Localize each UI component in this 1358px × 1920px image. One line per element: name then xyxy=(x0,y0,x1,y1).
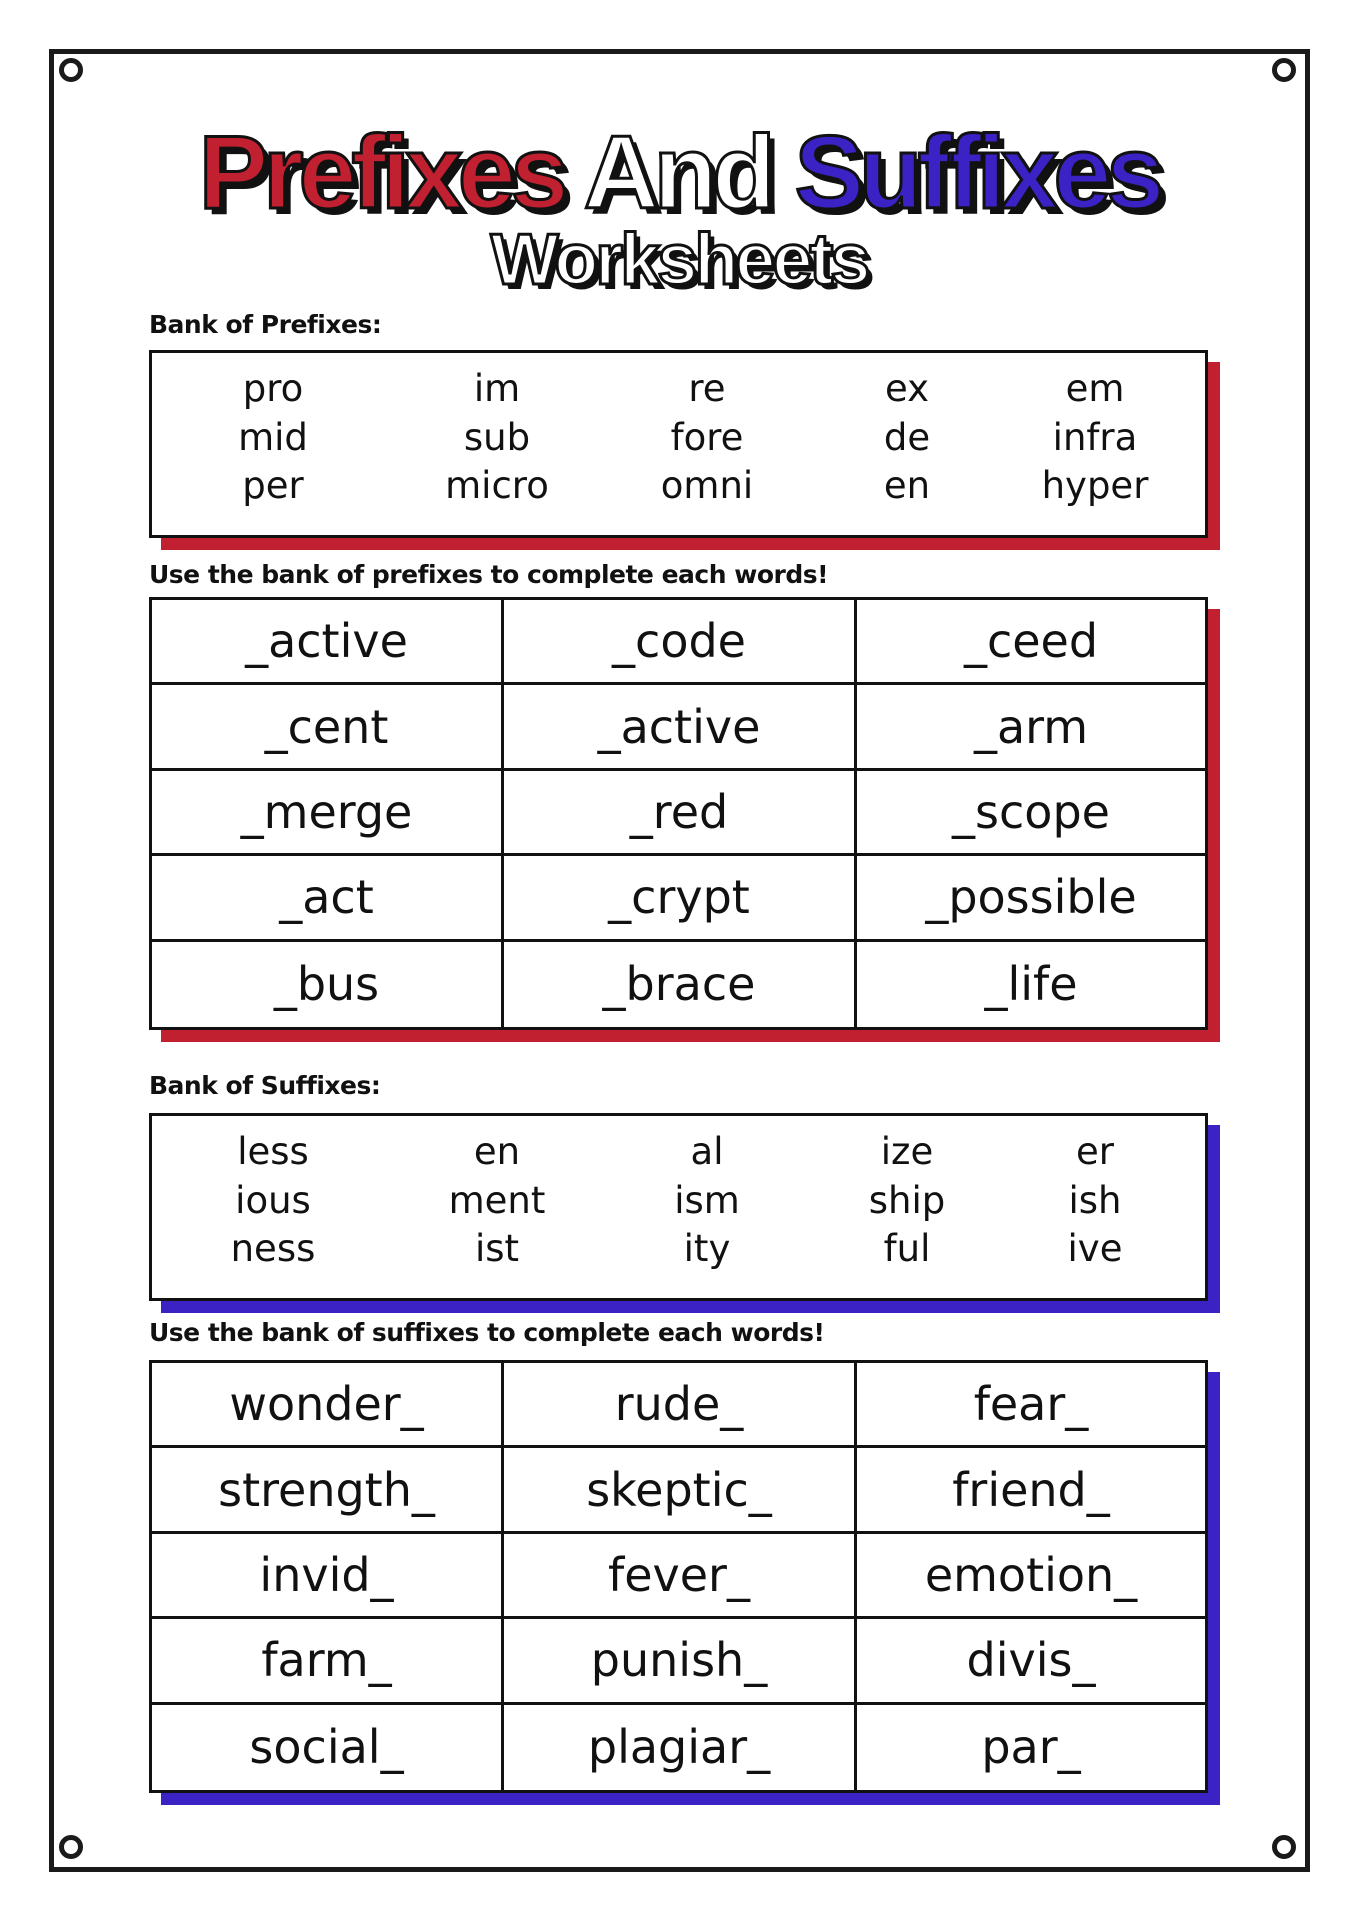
prefix-bank-item: pro xyxy=(242,367,304,410)
prefix-bank-item: micro xyxy=(445,464,549,507)
table-cell: punish_ xyxy=(504,1619,857,1705)
table-cell: _brace xyxy=(504,941,857,1027)
table-cell: strength_ xyxy=(152,1448,504,1534)
table-cell: _red xyxy=(504,770,857,857)
suffix-exercise-table: wonder_ rude_ fear_ strength_ skeptic_ friend… xyxy=(149,1360,1208,1793)
title-prefixes: Prefixes xyxy=(197,115,570,231)
table-cell: invid_ xyxy=(152,1533,504,1620)
prefix-bank-item: fore xyxy=(670,415,744,459)
prefix-bank-item: omni xyxy=(660,464,754,507)
table-cell: friend_ xyxy=(857,1448,1205,1534)
suffix-bank-item: ment xyxy=(448,1178,546,1222)
table-cell: _active xyxy=(152,600,504,686)
prefix-bank-item: sub xyxy=(463,415,531,459)
table-cell: _possible xyxy=(857,856,1205,942)
title-and: And xyxy=(582,115,777,231)
prefix-bank-item: per xyxy=(242,464,304,507)
prefix-bank-item: mid xyxy=(238,415,308,459)
table-cell: _arm xyxy=(857,685,1205,771)
suffix-bank-item: er xyxy=(1076,1130,1114,1173)
suffix-bank-item: ist xyxy=(474,1227,520,1270)
prefix-bank: pro im re ex em mid sub fore de infra per micro omni… xyxy=(149,350,1208,538)
suffix-bank-item: en xyxy=(473,1130,521,1173)
suffix-bank-item: ish xyxy=(1068,1178,1122,1222)
hole-bottom-left-icon xyxy=(59,1835,83,1859)
suffix-bank-item: ness xyxy=(230,1227,316,1270)
prefix-bank-item: hyper xyxy=(1041,464,1149,507)
prefix-bank-item: im xyxy=(473,367,521,410)
table-cell: _scope xyxy=(857,771,1205,857)
table-cell: _bus xyxy=(152,941,504,1027)
table-cell: wonder_ xyxy=(152,1363,504,1449)
prefix-bank-item: de xyxy=(883,415,931,459)
table-cell: _code xyxy=(504,600,857,686)
table-cell: fever_ xyxy=(504,1533,857,1620)
prefix-bank-item: ex xyxy=(884,367,929,410)
table-cell: skeptic_ xyxy=(504,1448,857,1534)
table-cell: _ceed xyxy=(857,600,1205,686)
table-cell: _life xyxy=(984,957,1078,1012)
table-cell: _active xyxy=(504,685,857,771)
table-cell: emotion_ xyxy=(857,1534,1205,1620)
suffix-bank-label: Bank of Suffixes: xyxy=(149,1071,381,1100)
suffix-bank-item: ize xyxy=(880,1130,934,1173)
prefix-bank-item: en xyxy=(883,464,931,507)
suffix-bank-item: ism xyxy=(674,1178,740,1222)
suffix-bank-item: ive xyxy=(1067,1227,1123,1270)
hole-bottom-right-icon xyxy=(1272,1835,1296,1859)
hole-top-left-icon xyxy=(59,58,83,82)
prefix-bank-label: Bank of Prefixes: xyxy=(149,310,382,339)
table-cell: plagiar_ xyxy=(504,1704,857,1790)
suffix-bank-item: less xyxy=(237,1130,309,1173)
table-cell: _act xyxy=(152,856,504,942)
page-title: Prefixes And Suffixes xyxy=(0,115,1358,231)
table-cell: par_ xyxy=(981,1720,1081,1775)
prefix-bank-item: re xyxy=(688,367,726,410)
table-cell: _crypt xyxy=(504,856,857,942)
table-cell: rude_ xyxy=(504,1363,857,1449)
table-cell: fear_ xyxy=(857,1363,1205,1449)
suffix-bank-item: ious xyxy=(235,1178,311,1222)
suffix-bank-item: ity xyxy=(683,1227,731,1270)
table-cell: social_ xyxy=(152,1704,504,1790)
prefix-exercise-table: _active _code _ceed _cent _active _arm _merge _… xyxy=(149,597,1208,1030)
worksheet-frame xyxy=(49,49,1310,1872)
suffix-bank: less en al ize er ious ment ism ship ish ness ist it… xyxy=(149,1113,1208,1301)
table-cell: farm_ xyxy=(152,1619,504,1705)
title-suffixes: Suffixes xyxy=(793,115,1166,231)
suffix-bank-item: ship xyxy=(868,1178,946,1222)
table-cell: divis_ xyxy=(857,1619,1205,1705)
prefix-bank-item: em xyxy=(1065,367,1125,410)
suffix-bank-item: al xyxy=(690,1130,724,1173)
suffix-instruction: Use the bank of suffixes to complete eac… xyxy=(149,1318,825,1347)
table-cell: _cent xyxy=(152,685,504,771)
prefix-instruction: Use the bank of prefixes to complete eac… xyxy=(149,560,829,589)
page-subtitle: Worksheets xyxy=(489,220,872,300)
table-cell: _merge xyxy=(152,770,504,857)
suffix-bank-item: ful xyxy=(883,1227,931,1270)
hole-top-right-icon xyxy=(1272,58,1296,82)
prefix-bank-item: infra xyxy=(1052,415,1138,459)
